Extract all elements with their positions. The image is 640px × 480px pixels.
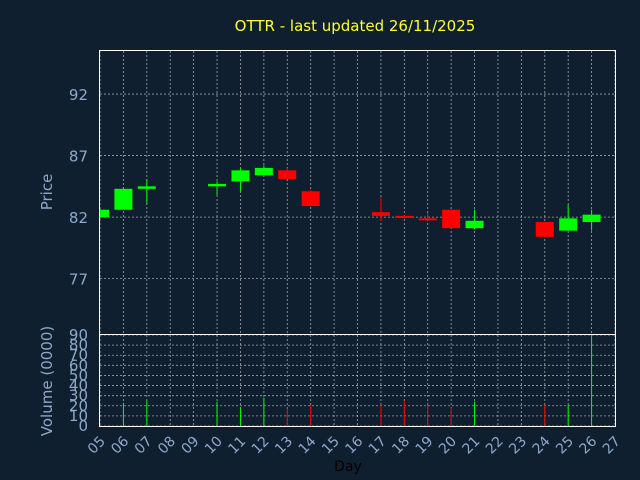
volume-axis-label: Volume (0000) <box>38 326 56 436</box>
x-tick-label: 26 <box>576 433 600 457</box>
x-tick-label: 05 <box>85 434 109 458</box>
candle-body <box>559 218 578 231</box>
volume-panel-frame <box>99 334 616 427</box>
candle-body <box>418 218 437 221</box>
price-tick-label: 92 <box>69 86 88 104</box>
volume-tick-label: 20 <box>69 397 88 415</box>
price-tick-label: 82 <box>69 209 88 227</box>
candle-body <box>371 212 390 216</box>
x-tick-label: 08 <box>155 434 179 458</box>
price-tick-label: 87 <box>69 148 88 166</box>
x-tick-label: 09 <box>179 434 203 458</box>
candle-body <box>100 209 109 218</box>
x-tick-label: 20 <box>436 434 460 458</box>
x-axis-label: Day <box>334 459 362 475</box>
candle-body <box>254 167 273 176</box>
candle-body <box>442 209 461 229</box>
candle-body <box>582 214 601 223</box>
price-axis-label: Price <box>38 174 56 211</box>
price-tick-label: 77 <box>69 271 88 289</box>
x-tick-label: 19 <box>413 434 437 458</box>
candle-body <box>208 183 227 187</box>
candle-body <box>301 191 320 207</box>
volume-tick-label: 90 <box>69 326 88 344</box>
candle-body <box>137 186 156 189</box>
volume-tick-label: 60 <box>69 356 88 374</box>
candle-body <box>231 170 250 182</box>
volume-tick-label: 40 <box>69 377 88 395</box>
candle-body <box>114 188 133 210</box>
candle-body <box>395 215 414 218</box>
volume-tick-label: 80 <box>69 336 88 354</box>
x-tick-label: 21 <box>459 434 483 458</box>
x-tick-label: 25 <box>553 434 577 458</box>
x-tick-label: 17 <box>366 434 390 458</box>
x-tick-label: 14 <box>296 433 320 457</box>
x-tick-label: 15 <box>319 434 343 458</box>
x-tick-label: 10 <box>202 434 226 458</box>
volume-tick-label: 30 <box>69 387 88 405</box>
x-tick-label: 16 <box>342 433 366 457</box>
x-tick-label: 11 <box>225 434 249 458</box>
x-tick-label: 18 <box>389 434 413 458</box>
x-tick-label: 23 <box>506 434 530 458</box>
x-tick-label: 22 <box>483 434 507 458</box>
chart-title: OTTR - last updated 26/11/2025 <box>235 17 476 35</box>
volume-tick-label: 10 <box>69 407 88 425</box>
candle-body <box>465 220 484 229</box>
x-tick-label: 12 <box>249 434 273 458</box>
volume-tick-label: 0 <box>78 417 88 435</box>
volume-tick-label: 50 <box>69 366 88 384</box>
x-tick-label: 27 <box>600 434 624 458</box>
x-tick-label: 06 <box>108 433 132 457</box>
x-tick-label: 07 <box>132 434 156 458</box>
candle-body <box>535 222 554 237</box>
x-tick-label: 13 <box>272 434 296 458</box>
candle-body <box>278 170 297 179</box>
volume-tick-label: 70 <box>69 346 88 364</box>
x-tick-label: 24 <box>530 433 554 457</box>
